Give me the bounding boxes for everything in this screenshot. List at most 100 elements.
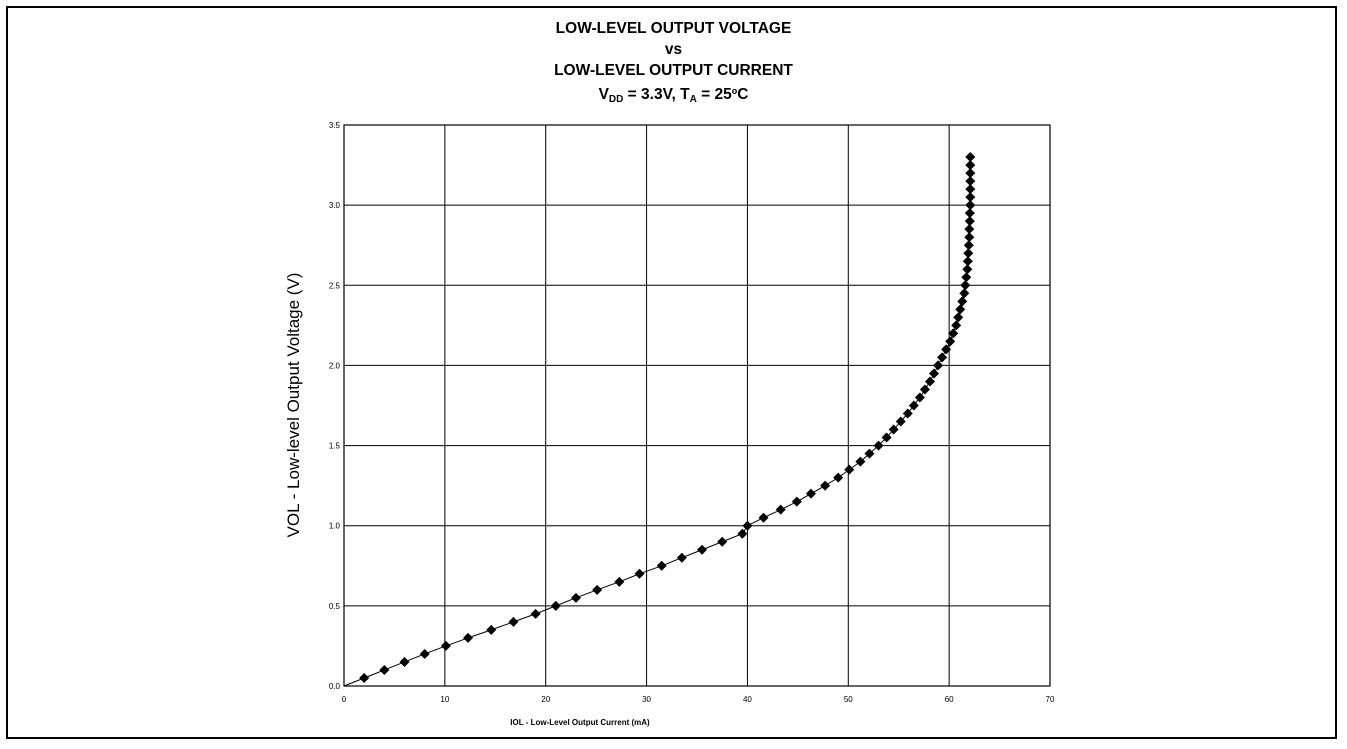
y-tick-label: 3.0 (329, 201, 341, 210)
x-tick-label: 0 (342, 695, 347, 704)
y-axis-label: VOL - Low-level Output Voltage (V) (284, 273, 303, 538)
data-point (965, 200, 976, 211)
data-point (962, 256, 973, 267)
data-point (742, 520, 753, 531)
data-point (929, 368, 940, 379)
data-point (951, 320, 962, 331)
grid (343, 124, 1051, 687)
data-point (419, 648, 430, 659)
data-point (805, 488, 816, 499)
data-point (820, 480, 831, 491)
title-line-1: LOW-LEVEL OUTPUT VOLTAGE (555, 20, 792, 37)
title-line-2: vs (664, 41, 683, 58)
data-point (941, 344, 952, 355)
data-point (486, 624, 497, 635)
data-point (717, 536, 728, 547)
x-tick-label: 50 (844, 695, 853, 704)
y-tick-label: 2.5 (329, 281, 341, 290)
data-point (570, 592, 581, 603)
data-point (964, 232, 975, 243)
data-point (530, 608, 541, 619)
y-tick-label: 3.5 (329, 121, 341, 130)
x-tick-label: 20 (541, 695, 550, 704)
y-tick-label: 1.5 (329, 442, 341, 451)
data-point (791, 496, 802, 507)
data-point (737, 528, 748, 539)
x-tick-label: 60 (945, 695, 954, 704)
data-point (873, 440, 884, 451)
data-point (508, 616, 519, 627)
x-tick-label: 30 (642, 695, 651, 704)
tick-labels: 0 10 20 30 40 50 60 70 0.0 0.5 1.0 1.5 2.0 2.5 3.0 3.5 (329, 121, 1055, 704)
axes (343, 124, 1051, 687)
data-point (964, 208, 975, 219)
data-point (965, 152, 976, 163)
series-line (343, 157, 971, 687)
y-tick-label: 0.0 (329, 682, 341, 691)
data-point (957, 296, 968, 307)
data-point (945, 336, 956, 347)
data-point (919, 384, 930, 395)
data-point (948, 328, 959, 339)
data-point (908, 400, 919, 411)
data-point (964, 216, 975, 227)
y-tick-label: 2.0 (329, 361, 341, 370)
ta-unit: C (737, 86, 749, 103)
chart-frame (6, 6, 1337, 739)
data-point (359, 672, 370, 683)
data-point (855, 456, 866, 467)
ta-symbol: T (680, 86, 690, 103)
data-point (881, 432, 892, 443)
data-point (955, 304, 966, 315)
data-point (833, 472, 844, 483)
data-point (676, 552, 687, 563)
data-point (902, 408, 913, 419)
data-point (953, 312, 964, 323)
data-point (965, 160, 976, 171)
x-axis-label: IOL - Low-Level Output Current (mA) (510, 718, 650, 727)
data-point (914, 392, 925, 403)
title-line-3: LOW-LEVEL OUTPUT CURRENT (554, 62, 793, 79)
data-point (963, 240, 974, 251)
title-conditions: VDD = 3.3V, TA = 25oC (0, 81, 1347, 110)
y-tick-label: 0.5 (329, 602, 341, 611)
data-point (592, 584, 603, 595)
ta-value: = 25 (696, 86, 732, 103)
degree-symbol: o (731, 86, 738, 96)
data-point (924, 376, 935, 387)
x-tick-label: 40 (743, 695, 752, 704)
data-point (844, 464, 855, 475)
data-point (379, 664, 390, 675)
x-tick-label: 10 (440, 695, 449, 704)
chart-title: LOW-LEVEL OUTPUT VOLTAGE vs LOW-LEVEL OU… (0, 18, 1347, 110)
data-point (634, 568, 645, 579)
vdd-subscript: DD (608, 94, 624, 105)
data-point (963, 248, 974, 259)
ta-subscript: A (689, 94, 697, 105)
data-point (965, 184, 976, 195)
data-point (888, 424, 899, 435)
data-point (964, 224, 975, 235)
y-tick-label: 1.0 (329, 522, 341, 531)
data-point (864, 448, 875, 459)
data-point (614, 576, 625, 587)
data-point (895, 416, 906, 427)
data-point (959, 288, 970, 299)
data-point (965, 168, 976, 179)
data-point (937, 352, 948, 363)
data-point (965, 192, 976, 203)
data-series (343, 152, 976, 687)
data-point (960, 280, 971, 291)
data-point (399, 656, 410, 667)
vdd-symbol: V (598, 86, 609, 103)
data-point (775, 504, 786, 515)
data-point (656, 560, 667, 571)
data-point (697, 544, 708, 555)
data-point (965, 176, 976, 187)
data-point (962, 264, 973, 275)
data-point (463, 632, 474, 643)
data-point (933, 360, 944, 371)
plot-border (343, 124, 1051, 687)
data-point (440, 640, 451, 651)
